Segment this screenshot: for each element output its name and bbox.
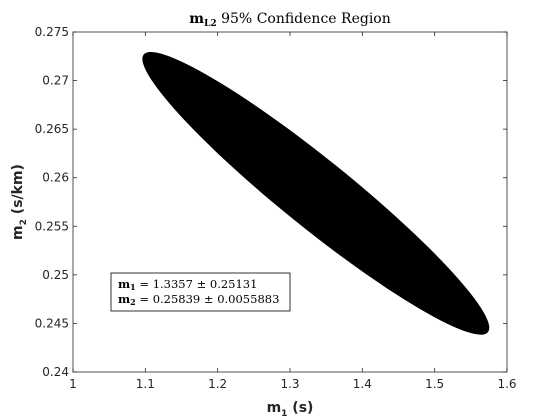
y-tick-label: 0.27 (42, 74, 69, 88)
title-rest: 95% Confidence Region (217, 11, 391, 27)
y-axis-label-main: m (10, 225, 26, 240)
y-tick-label: 0.245 (35, 316, 69, 330)
annotation-m1-name: m (118, 277, 130, 291)
annotation-m2-value: = 0.25839 ± 0.0055883 (136, 292, 280, 306)
ellipse-layer (142, 52, 490, 335)
x-tick-label: 1 (69, 377, 77, 391)
confidence-ellipse (142, 52, 490, 335)
x-axis-label: m1 (s) (267, 400, 314, 419)
annotation-m2-sub: 2 (130, 297, 136, 307)
plot-area: 1 1.1 1.2 1.3 1.4 1.5 1.6 0.24 0.245 0.25 0.255 0.2… (35, 25, 517, 391)
title-sub: L2 (204, 19, 217, 29)
annotation-m1: m1 = 1.3357 ± 0.25131 (118, 277, 257, 292)
y-axis-label-sub: 2 (19, 219, 29, 225)
annotation-box (110, 272, 291, 312)
annotation-m1-sub: 1 (130, 282, 136, 292)
y-tick-label: 0.24 (42, 365, 69, 379)
y-tick-label: 0.255 (35, 219, 69, 233)
chart-title: mL2 95% Confidence Region (189, 11, 391, 29)
y-axis-label-rest: (s/km) (10, 164, 26, 219)
x-tick-label: 1.1 (136, 377, 155, 391)
x-tick-label: 1.5 (425, 377, 444, 391)
x-axis-label-rest: (s) (287, 400, 313, 416)
x-tick-label: 1.2 (208, 377, 227, 391)
x-tick-label: 1.3 (280, 377, 299, 391)
annotation-m2: m2 = 0.25839 ± 0.0055883 (118, 292, 279, 307)
y-tick-label: 0.25 (42, 268, 69, 282)
x-tick-label: 1.4 (353, 377, 372, 391)
y-axis-label: m2 (s/km) (10, 164, 29, 240)
tick-layer: 1 1.1 1.2 1.3 1.4 1.5 1.6 0.24 0.245 0.25 0.255 0.2… (35, 25, 517, 391)
y-tick-label: 0.26 (42, 171, 69, 185)
annotation-m2-name: m (118, 292, 130, 306)
title-main: m (189, 11, 204, 27)
y-tick-label: 0.265 (35, 122, 69, 136)
x-tick-label: 1.6 (497, 377, 516, 391)
estimate-annotation: m1 = 1.3357 ± 0.25131 m2 = 0.25839 ± 0.0… (110, 272, 291, 312)
annotation-m1-value: = 1.3357 ± 0.25131 (136, 277, 258, 291)
x-axis-label-main: m (267, 400, 282, 416)
x-axis-label-sub: 1 (281, 409, 287, 419)
y-tick-label: 0.275 (35, 25, 69, 39)
